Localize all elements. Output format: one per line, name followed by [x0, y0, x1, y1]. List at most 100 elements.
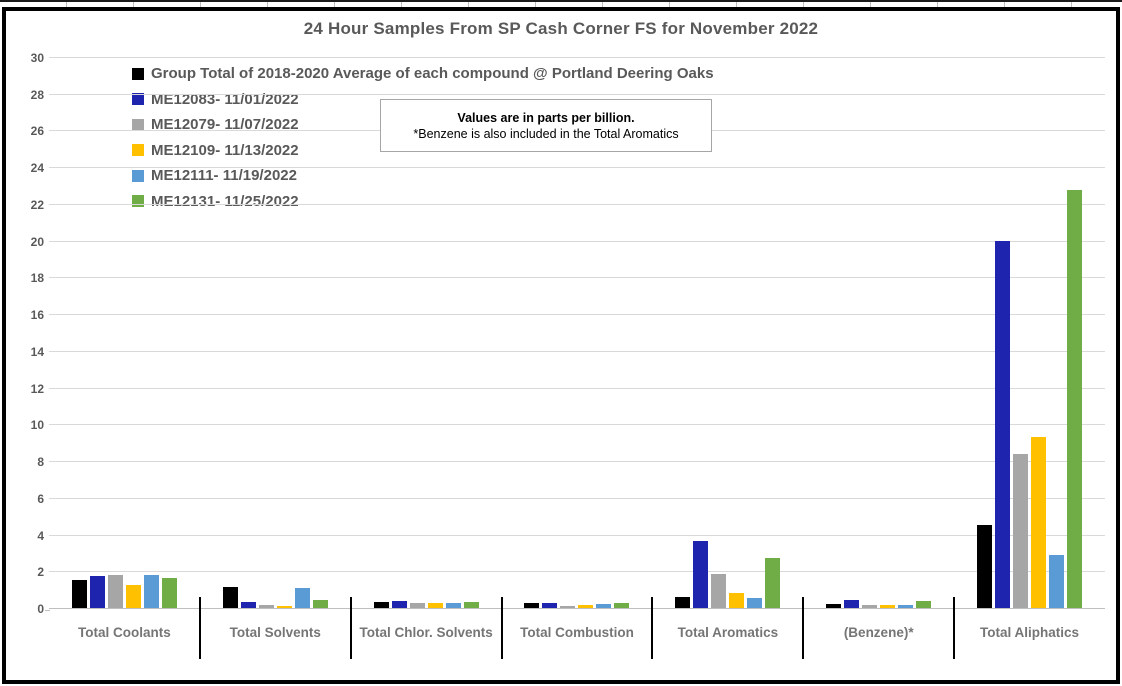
bar-series-3-cat-5[interactable]	[880, 605, 896, 608]
legend-item-0[interactable]: Group Total of 2018-2020 Average of each…	[132, 61, 714, 87]
bar-series-3-cat-4[interactable]	[729, 593, 745, 608]
bar-series-2-cat-1[interactable]	[258, 605, 274, 608]
bar-series-3-cat-2[interactable]	[427, 603, 443, 608]
y-tick-label-20: 20	[30, 234, 44, 249]
bar-series-5-cat-1[interactable]	[312, 599, 328, 608]
legend-swatch-icon	[132, 144, 144, 157]
gridline-22	[49, 203, 1105, 205]
bar-group-4	[652, 58, 803, 609]
category-separator-5	[953, 597, 956, 659]
y-tick-label-24: 24	[30, 161, 44, 176]
bar-series-1-cat-0[interactable]	[89, 575, 105, 608]
bar-series-2-cat-6[interactable]	[1013, 453, 1029, 608]
bar-series-1-cat-6[interactable]	[995, 240, 1011, 608]
bar-series-4-cat-3[interactable]	[596, 604, 612, 608]
x-axis-labels: Total Coolants Total Solvents Total Chlor.…	[49, 619, 1105, 649]
bar-series-3-cat-0[interactable]	[125, 585, 141, 608]
y-tick-label-30: 30	[30, 51, 44, 65]
y-tick-label-4: 4	[37, 528, 44, 543]
gridline-28	[49, 93, 1105, 95]
y-tick-label-22: 22	[30, 197, 44, 212]
category-separator-4	[802, 597, 805, 659]
bar-series-0-cat-4[interactable]	[675, 596, 691, 608]
legend-swatch-icon	[132, 67, 144, 80]
legend-item-1[interactable]: ME12083- 11/01/2022	[132, 87, 714, 113]
y-tick-label-14: 14	[30, 344, 44, 359]
y-tick-label-26: 26	[30, 124, 44, 139]
category-separator-2	[500, 597, 503, 659]
bar-series-0-cat-2[interactable]	[373, 601, 389, 608]
bar-series-1-cat-2[interactable]	[391, 600, 407, 608]
plot-area	[49, 57, 1105, 609]
legend-label: ME12131- 11/25/2022	[151, 192, 299, 210]
gridline-16	[49, 314, 1105, 316]
y-tick-label-10: 10	[30, 418, 44, 433]
bar-series-5-cat-3[interactable]	[614, 603, 630, 608]
legend-swatch-icon	[132, 93, 144, 106]
legend-swatch-icon	[132, 169, 144, 182]
legend-label: ME12109- 11/13/2022	[151, 141, 299, 159]
bar-series-2-cat-3[interactable]	[560, 606, 576, 608]
gridline-14	[49, 350, 1105, 352]
bar-series-3-cat-3[interactable]	[578, 605, 594, 608]
bar-series-2-cat-2[interactable]	[409, 602, 425, 608]
bar-series-5-cat-2[interactable]	[463, 601, 479, 608]
category-separator-3	[651, 597, 654, 659]
legend-label: Group Total of 2018-2020 Average of each…	[151, 65, 714, 83]
bar-series-1-cat-1[interactable]	[240, 601, 256, 608]
bar-series-3-cat-6[interactable]	[1031, 437, 1047, 608]
gridline-24	[49, 167, 1105, 169]
bar-series-4-cat-4[interactable]	[747, 597, 763, 608]
x-category-label-5: (Benzene)*	[843, 625, 914, 640]
bar-series-1-cat-5[interactable]	[844, 599, 860, 608]
bar-series-0-cat-1[interactable]	[222, 586, 238, 608]
x-category-label-1: Total Solvents	[229, 625, 321, 640]
bar-group-1	[200, 58, 351, 609]
bar-series-1-cat-4[interactable]	[693, 540, 709, 608]
y-tick-label-18: 18	[30, 271, 44, 286]
y-tick-label-28: 28	[30, 87, 44, 102]
gridline-30	[49, 57, 1105, 58]
bar-series-2-cat-0[interactable]	[107, 574, 123, 608]
gridline-12	[49, 387, 1105, 389]
bar-series-4-cat-6[interactable]	[1049, 554, 1065, 608]
y-tick-label-8: 8	[37, 455, 44, 470]
legend-item-3[interactable]: ME12109- 11/13/2022	[132, 138, 714, 164]
x-category-label-4: Total Aromatics	[677, 625, 779, 640]
bar-group-5	[803, 58, 954, 609]
legend-item-4[interactable]: ME12111- 11/19/2022	[132, 163, 714, 189]
bar-series-2-cat-5[interactable]	[862, 605, 878, 608]
bar-series-5-cat-0[interactable]	[161, 577, 177, 608]
bar-series-4-cat-1[interactable]	[294, 587, 310, 608]
legend: Group Total of 2018-2020 Average of each…	[132, 61, 714, 214]
legend-item-2[interactable]: ME12079- 11/07/2022	[132, 112, 714, 138]
bar-series-0-cat-5[interactable]	[826, 604, 842, 608]
bar-series-3-cat-1[interactable]	[276, 606, 292, 608]
bar-group-3	[502, 58, 653, 609]
gridline-6	[49, 497, 1105, 499]
bar-series-0-cat-0[interactable]	[71, 579, 87, 608]
y-tick-label-2: 2	[37, 565, 44, 580]
y-axis: 0 2 4 6 8 10 12 14 16 18 20 22 24 26 28 30	[6, 51, 50, 616]
bar-series-4-cat-0[interactable]	[143, 574, 159, 608]
spreadsheet-gridline-strip	[0, 2, 1122, 7]
x-category-label-0: Total Coolants	[78, 625, 171, 640]
x-category-label-2: Total Chlor. Solvents	[359, 625, 493, 640]
gridline-8	[49, 461, 1105, 463]
category-separator-1	[349, 597, 352, 659]
bar-series-1-cat-3[interactable]	[542, 603, 558, 608]
bar-series-5-cat-6[interactable]	[1067, 190, 1083, 608]
bar-series-4-cat-2[interactable]	[445, 602, 461, 608]
bar-series-0-cat-3[interactable]	[524, 602, 540, 608]
bar-group-6	[954, 58, 1105, 609]
bar-series-5-cat-4[interactable]	[765, 558, 781, 608]
bar-series-5-cat-5[interactable]	[916, 600, 932, 608]
y-tick-label-12: 12	[30, 381, 44, 396]
window-top-edge	[0, 0, 1122, 2]
bar-series-2-cat-4[interactable]	[711, 574, 727, 608]
legend-label: ME12111- 11/19/2022	[151, 167, 297, 185]
bar-series-4-cat-5[interactable]	[898, 605, 914, 608]
bar-series-0-cat-6[interactable]	[977, 525, 993, 608]
y-tick-label-6: 6	[37, 491, 44, 506]
legend-label: ME12083- 11/01/2022	[151, 90, 299, 108]
